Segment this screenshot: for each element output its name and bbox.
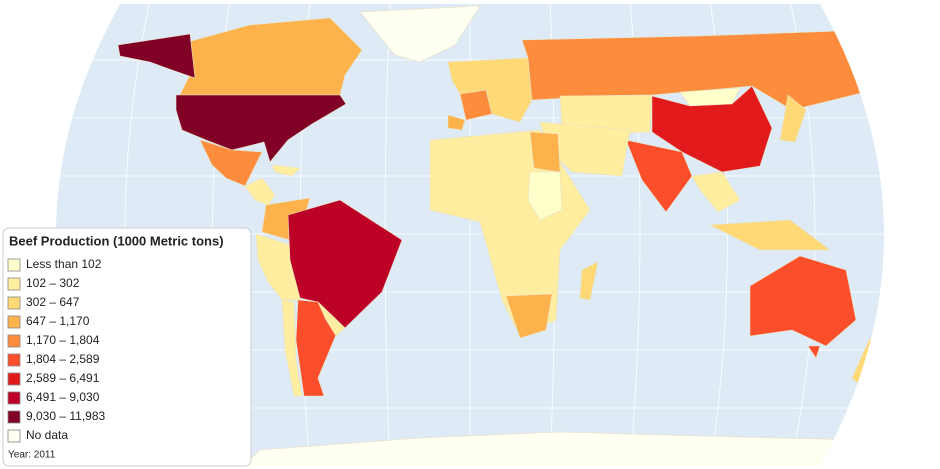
- country: [625, 139, 693, 213]
- country: [691, 171, 741, 213]
- legend-label: 2,589 – 6,491: [26, 371, 100, 385]
- country: [175, 94, 347, 163]
- legend-swatch: [7, 277, 21, 291]
- legend-swatch: [7, 391, 21, 405]
- country: [651, 85, 773, 173]
- country: [317, 301, 346, 337]
- legend-swatch: [7, 372, 21, 386]
- legend-label: No data: [26, 428, 68, 442]
- country: [199, 139, 263, 187]
- country: [117, 33, 196, 79]
- legend-label: 6,491 – 9,030: [26, 390, 100, 404]
- country: [527, 171, 563, 221]
- legend-swatch: [7, 429, 21, 443]
- legend-swatch: [7, 315, 21, 329]
- country: [179, 17, 363, 96]
- country: [359, 5, 481, 63]
- footnote: Year: 2011: [8, 450, 56, 461]
- country: [281, 299, 303, 397]
- legend: Beef Production (1000 Metric tons) Less …: [2, 227, 252, 467]
- countries: [117, 5, 884, 466]
- legend-title: Beef Production (1000 Metric tons): [9, 233, 224, 248]
- country: [239, 431, 884, 466]
- country: [271, 164, 301, 177]
- country: [505, 293, 553, 339]
- country: [807, 345, 821, 359]
- legend-swatch: [7, 353, 21, 367]
- legend-swatch: [7, 334, 21, 348]
- country: [708, 219, 831, 251]
- legend-swatch: [7, 296, 21, 310]
- legend-box: [2, 227, 252, 467]
- legend-label: Less than 102: [26, 257, 102, 271]
- legend-label: 102 – 302: [26, 276, 80, 290]
- legend-swatch: [7, 410, 21, 424]
- legend-items: Less than 102 102 – 302 302 – 647 647 – 1,1…: [7, 257, 106, 443]
- legend-label: 647 – 1,170: [26, 314, 90, 328]
- country: [447, 114, 466, 131]
- legend-label: 9,030 – 11,983: [26, 409, 106, 423]
- legend-swatch: [7, 258, 21, 272]
- country: [529, 131, 561, 173]
- legend-label: 1,170 – 1,804: [26, 333, 100, 347]
- country: [244, 177, 276, 206]
- legend-label: 1,804 – 2,589: [26, 352, 100, 366]
- legend-label: 302 – 647: [26, 295, 80, 309]
- country: [579, 261, 599, 301]
- country: [779, 94, 807, 143]
- country: [749, 255, 857, 347]
